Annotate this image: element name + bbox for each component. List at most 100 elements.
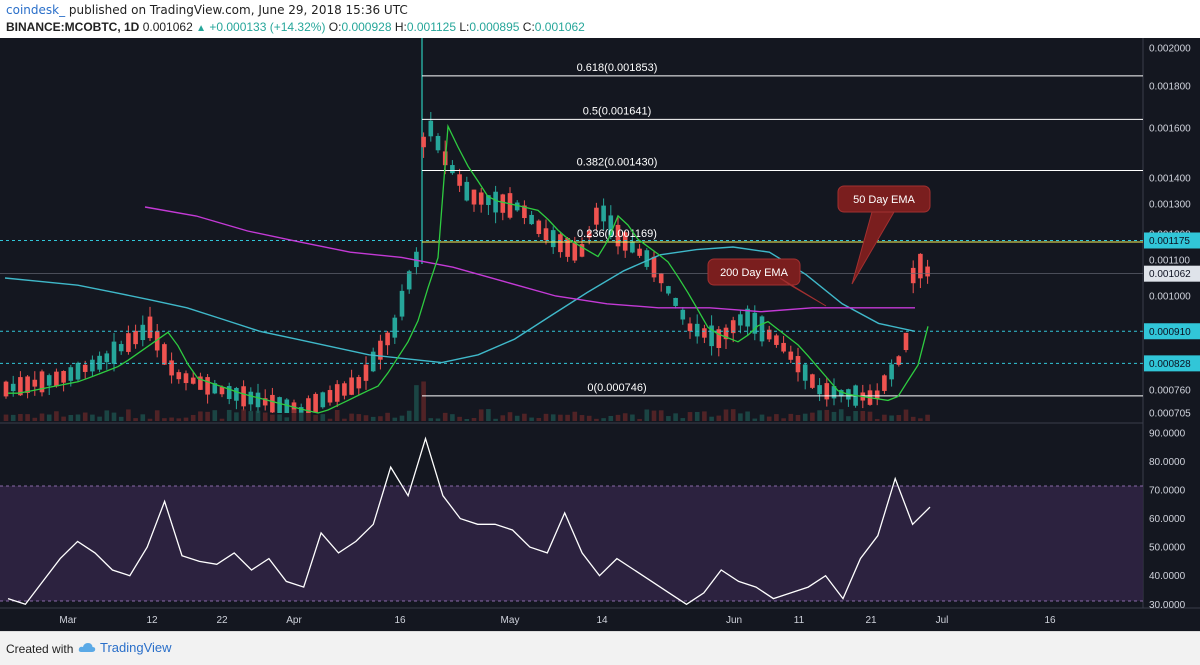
candle-body: [334, 384, 340, 402]
fibonacci-levels[interactable]: 0.618(0.001853) 0.5(0.001641) 0.382(0.0014…: [422, 62, 1143, 397]
candle-body: [140, 324, 146, 341]
candle-body: [774, 335, 779, 345]
volume-bar: [385, 412, 390, 421]
candle-body: [622, 232, 628, 251]
callout-50-pointer: [851, 211, 895, 285]
volume-bar: [658, 410, 664, 421]
price-badge-text-3: 0.000828: [1149, 359, 1191, 370]
price-chart-svg[interactable]: 0.618(0.001853) 0.5(0.001641) 0.382(0.0014…: [0, 38, 1200, 631]
candle-body: [306, 398, 311, 413]
tradingview-cloud-icon[interactable]: [78, 641, 96, 655]
candle-body: [471, 189, 477, 205]
candle-body: [536, 220, 542, 234]
candle-body: [630, 241, 635, 253]
volume-bar: [212, 410, 218, 421]
volume-bar: [255, 410, 261, 421]
volume-bar: [10, 414, 16, 421]
candle-body: [795, 356, 801, 373]
fib-label-1: 0.5(0.001641): [583, 105, 652, 117]
volume-bar: [262, 412, 268, 421]
volume-bar: [190, 414, 196, 421]
rsi-axis[interactable]: 90.0000 80.0000 70.0000 60.0000 50.0000 40.00…: [1149, 428, 1186, 610]
volume-bar: [313, 414, 318, 421]
chart-area[interactable]: 0.618(0.001853) 0.5(0.001641) 0.382(0.0014…: [0, 38, 1200, 631]
rsi-line-group: [7, 436, 931, 606]
volume-bar: [176, 418, 182, 421]
volume-bar: [18, 414, 23, 421]
price-axis[interactable]: 0.002000 0.001800 0.001600 0.001400 0.001300…: [1144, 44, 1200, 420]
ema-50-line: [4, 246, 916, 364]
volume-bar: [579, 415, 585, 421]
callout-200-text: 200 Day EMA: [720, 267, 789, 279]
volume-bar: [630, 414, 635, 421]
candle-body: [421, 136, 426, 148]
ema-short-line: [8, 123, 929, 414]
tradingview-brand-link[interactable]: TradingView: [100, 640, 172, 655]
candle-body: [738, 314, 743, 326]
volume-bar: [687, 412, 693, 421]
candle-body: [543, 228, 549, 241]
candle-body: [781, 342, 786, 352]
candle-body: [435, 135, 441, 151]
volume-bar: [104, 410, 110, 421]
price-badge-0: [1144, 232, 1200, 249]
volume-bar: [147, 418, 153, 421]
candle-body: [198, 376, 203, 390]
volume-bar: [594, 418, 599, 421]
candle-body: [61, 371, 66, 383]
time-axis[interactable]: Mar 12 22 Apr 16 May 14 Jun 11 21 Jul 16: [59, 615, 1056, 626]
volume-bar: [774, 414, 779, 421]
up-arrow-icon: ▲: [196, 23, 206, 34]
volume-bar: [716, 415, 722, 421]
volume-bar: [68, 414, 74, 421]
volume-bar: [370, 416, 376, 421]
callout-200-day-ema[interactable]: 200 Day EMA: [707, 258, 827, 307]
volume-bar: [608, 415, 614, 421]
volume-bar: [39, 413, 45, 421]
candle-body: [212, 383, 218, 394]
rsi-tick-0: 90.0000: [1149, 428, 1186, 439]
ema-200-line: [144, 206, 915, 313]
volume-bar: [54, 411, 59, 421]
price-badge-1: [1144, 265, 1200, 282]
price-badge-text-1: 0.001062: [1149, 269, 1191, 280]
publisher-name[interactable]: coindesk_: [6, 3, 66, 17]
candle-body: [406, 271, 412, 290]
callout-50-text: 50 Day EMA: [853, 194, 915, 206]
candle-body: [392, 317, 398, 338]
candle-body: [766, 329, 772, 340]
candle-body: [680, 309, 686, 320]
candle-body: [507, 193, 513, 218]
volume-bar: [846, 416, 851, 421]
symbol-label[interactable]: BINANCE:MCOBTC, 1D: [6, 20, 140, 34]
volume-bar: [3, 414, 9, 421]
last-price: 0.001062: [142, 20, 193, 34]
candle-body: [745, 308, 750, 327]
candle-body: [46, 375, 52, 386]
volume-bar: [925, 414, 930, 421]
volume-bar: [486, 409, 491, 421]
volume-bar: [543, 413, 549, 421]
volume-bar: [514, 415, 520, 421]
time-label-2: 22: [216, 615, 228, 626]
candle-body: [925, 266, 930, 277]
volume-bar: [435, 418, 441, 421]
candle-body: [910, 267, 916, 284]
callout-50-day-ema[interactable]: 50 Day EMA: [837, 185, 931, 285]
candle-body: [615, 224, 621, 247]
volume-bar: [781, 418, 786, 421]
volume-bar: [493, 418, 498, 421]
candle-body: [320, 392, 326, 408]
time-label-1: 12: [146, 615, 158, 626]
candle-body: [896, 356, 902, 365]
candle-body: [226, 386, 232, 400]
volume-bar: [550, 414, 556, 421]
candle-body: [579, 244, 585, 257]
volume-bar: [738, 413, 743, 421]
candle-body: [82, 364, 88, 372]
volume-bar: [882, 414, 887, 421]
candle-body: [673, 297, 678, 306]
candle-body: [565, 237, 570, 257]
candle-body: [25, 376, 30, 393]
ohlc-high: 0.001125: [406, 20, 457, 34]
